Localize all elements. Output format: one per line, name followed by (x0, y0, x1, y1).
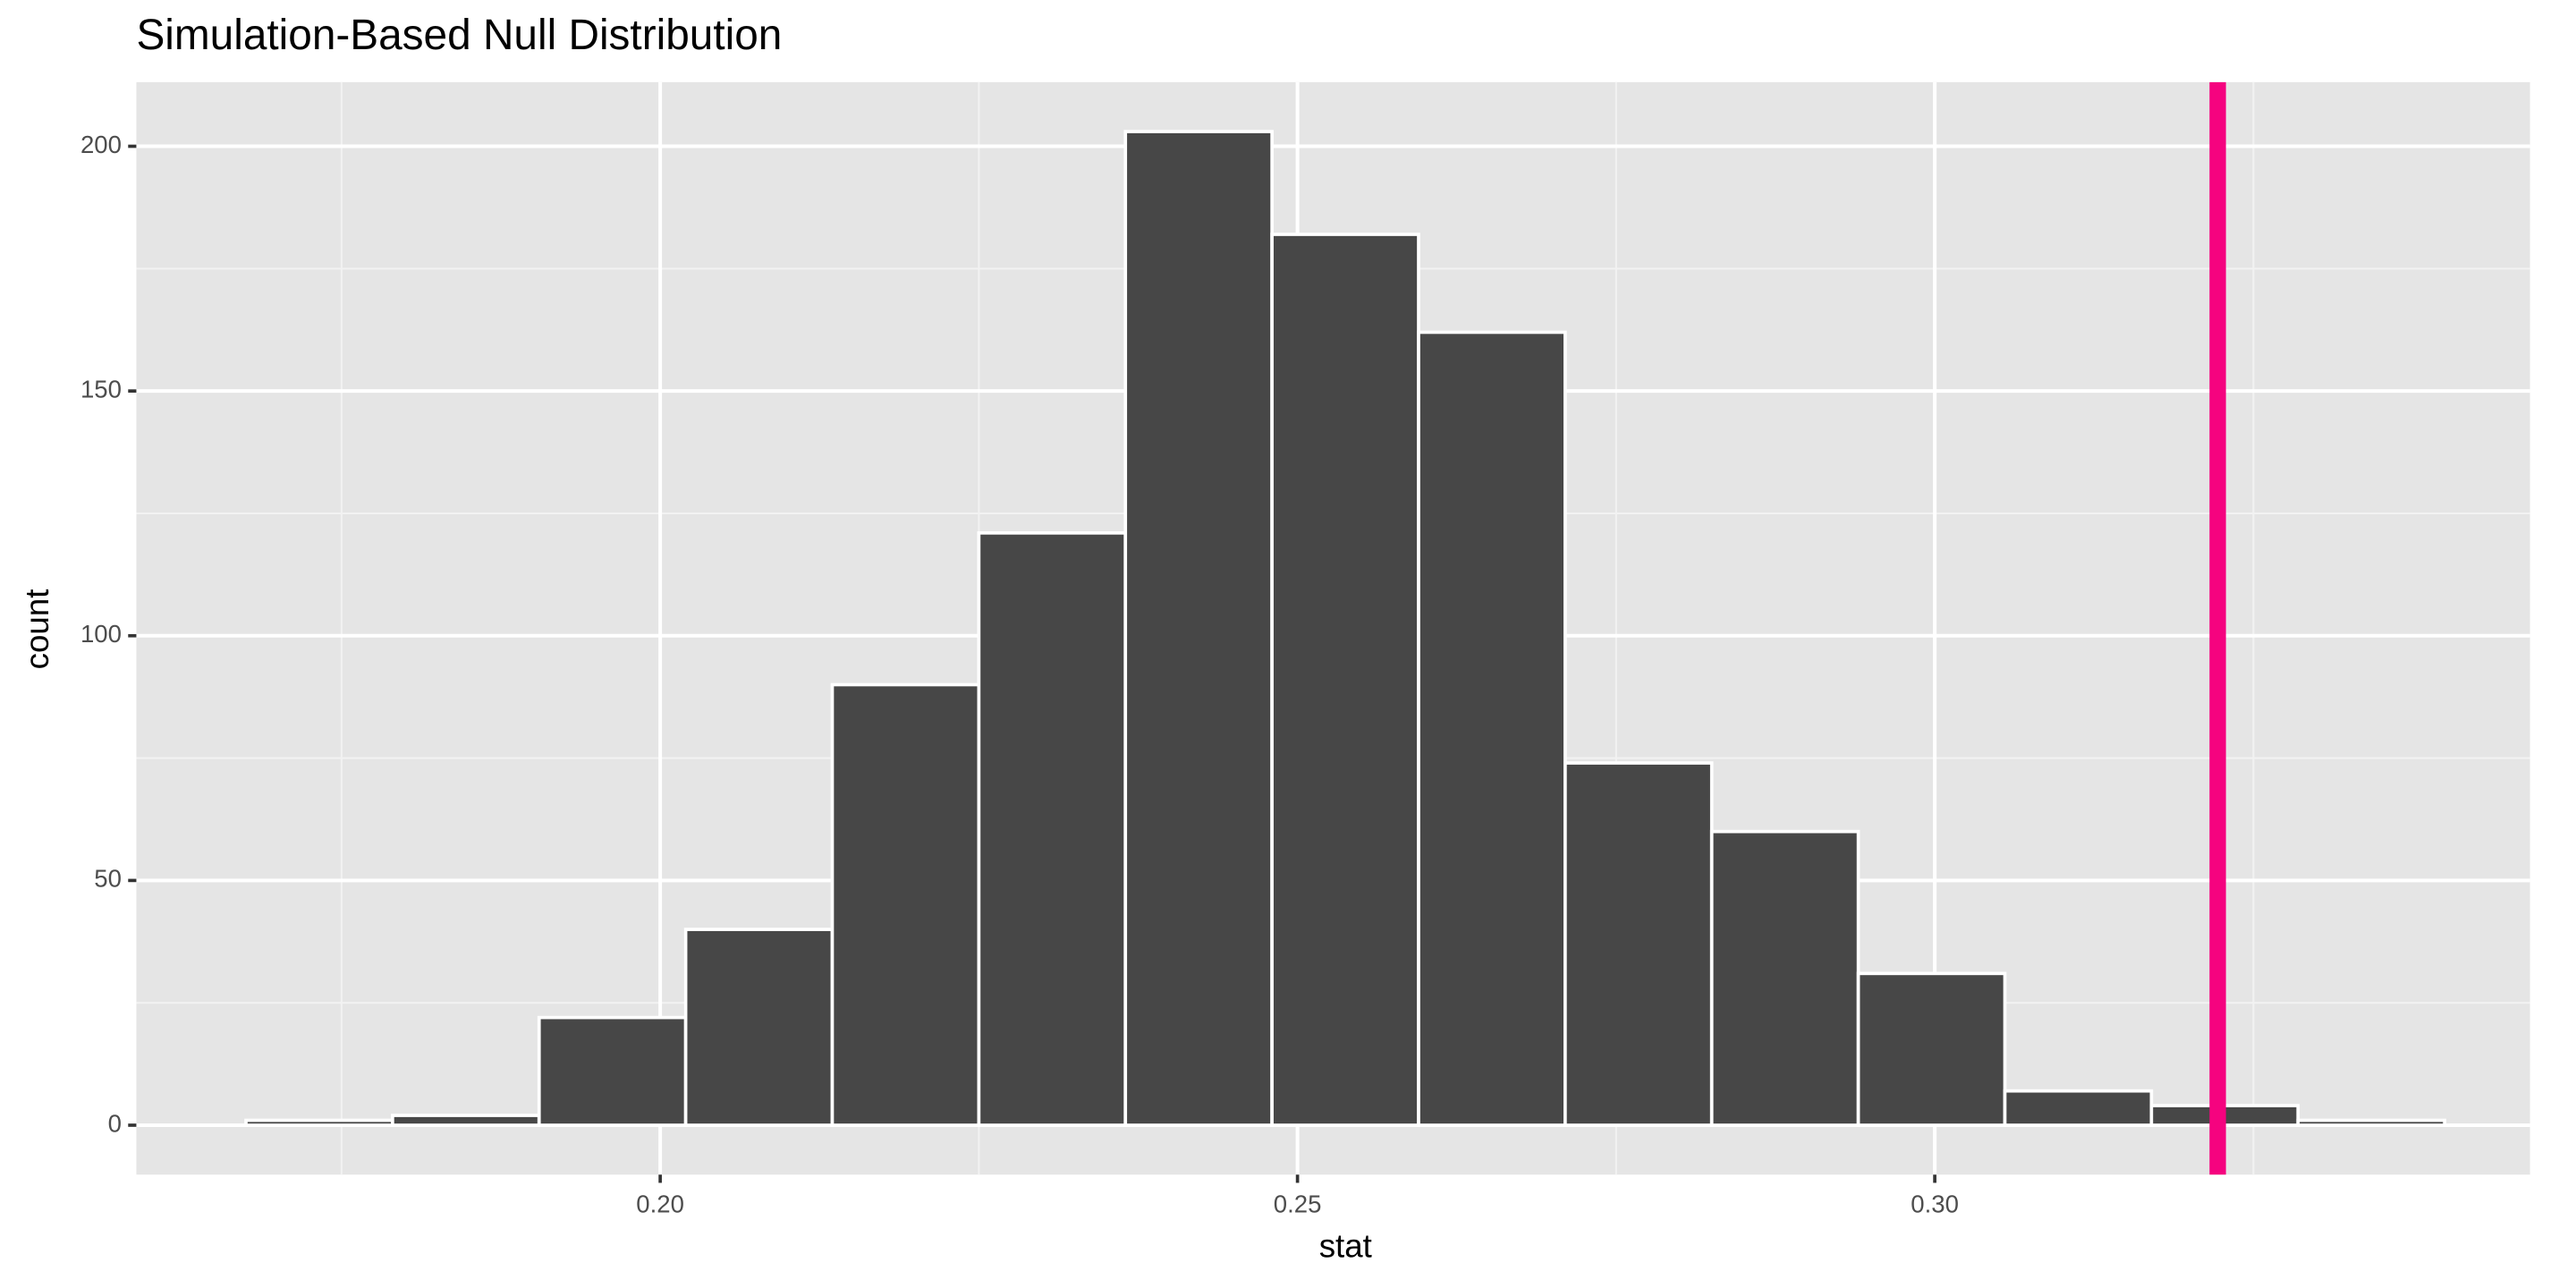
bar (1270, 233, 1420, 1127)
y-axis-title: count (19, 589, 55, 670)
y-tick-label: 50 (94, 865, 122, 893)
x-axis-title: stat (1319, 1228, 1372, 1265)
x-tick-label: 0.30 (1911, 1190, 1959, 1217)
bar (1856, 971, 2007, 1127)
bar (244, 1118, 394, 1127)
x-tick-label: 0.20 (636, 1190, 684, 1217)
bar (683, 928, 835, 1127)
y-tick-label: 100 (80, 620, 122, 648)
y-tick-label: 0 (108, 1109, 122, 1137)
bar (537, 1015, 688, 1127)
y-tick-label: 200 (80, 131, 122, 158)
bar (2296, 1118, 2446, 1127)
bar (2003, 1089, 2154, 1127)
bar (977, 531, 1128, 1127)
bar (830, 682, 981, 1127)
bar (391, 1114, 541, 1127)
x-tick-label: 0.25 (1274, 1190, 1322, 1217)
bar (1123, 130, 1274, 1127)
bar (1709, 829, 1860, 1127)
chart-title: Simulation-Based Null Distribution (136, 12, 782, 59)
bar (1563, 761, 1714, 1127)
bar (1417, 330, 1567, 1127)
y-tick-label: 150 (80, 375, 122, 402)
